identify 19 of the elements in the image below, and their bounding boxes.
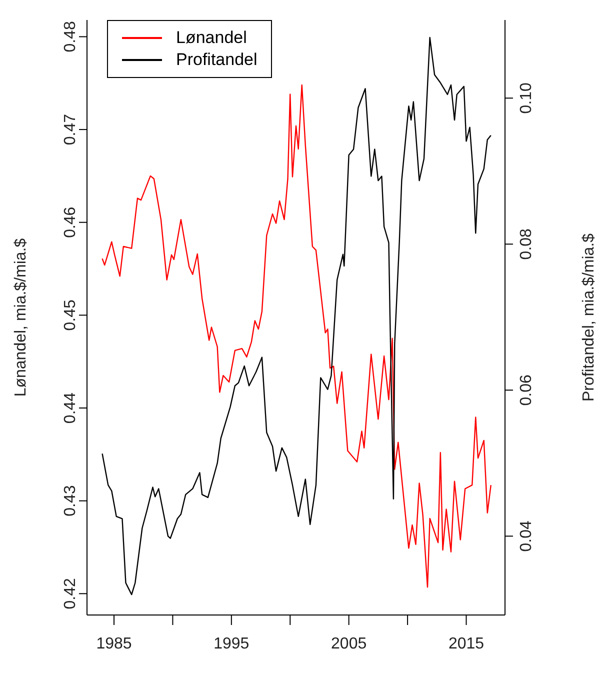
y2-tick-label: 0.04 [518, 520, 535, 552]
y2-tick-label: 0.08 [518, 228, 535, 260]
x-tick-label: 1985 [96, 635, 132, 652]
y-tick-label: 0.47 [62, 114, 79, 146]
legend-label: Profitandel [176, 49, 258, 71]
y-axis-title: Lønandel, mia.$/mia.$ [12, 238, 30, 397]
y-tick-label: 0.48 [62, 21, 79, 52]
y-tick-label: 0.44 [62, 392, 79, 424]
y-tick-label: 0.46 [62, 206, 79, 238]
y-tick-label: 0.42 [62, 578, 79, 610]
y2-axis-title: Profitandel, mia.$/mia.$ [580, 233, 598, 402]
x-tick-label: 1995 [214, 635, 250, 652]
y2-tick-label: 0.10 [518, 82, 535, 114]
legend-label: Lønandel [176, 27, 247, 49]
x-tick-label: 2015 [448, 635, 484, 652]
y-tick-label: 0.45 [62, 300, 79, 331]
x-tick-label: 2005 [331, 635, 367, 652]
y-tick-label: 0.43 [62, 485, 79, 516]
y2-tick-label: 0.06 [518, 374, 535, 406]
